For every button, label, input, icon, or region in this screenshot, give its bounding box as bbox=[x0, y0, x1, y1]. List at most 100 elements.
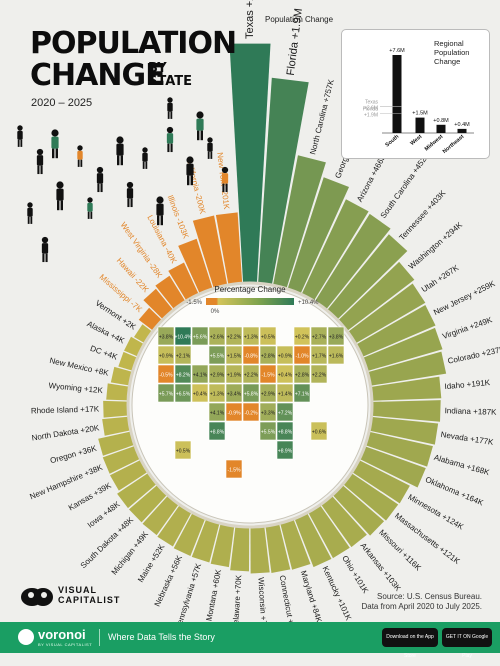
bar-new-york bbox=[215, 212, 243, 285]
bar-label-wisconsin: Wisconsin +78K bbox=[256, 577, 269, 636]
person-leg-l-15 bbox=[27, 216, 30, 224]
inset-bar-west bbox=[415, 117, 425, 133]
crowd-illustration bbox=[17, 97, 229, 263]
person-body-7 bbox=[166, 133, 174, 144]
map-value-sc: +8.8% bbox=[278, 430, 293, 436]
person-body-9 bbox=[207, 142, 213, 152]
person-head-8 bbox=[186, 156, 194, 164]
inset-title-1: Population bbox=[434, 48, 469, 57]
map-value-sd: +5.5% bbox=[210, 354, 225, 360]
person-leg-l-1 bbox=[37, 165, 40, 175]
person-body-14 bbox=[156, 203, 164, 216]
person-body-5 bbox=[116, 143, 124, 156]
source-note: Source: U.S. Census Bureau. Data from Ap… bbox=[361, 592, 482, 612]
bar-pennsylvania bbox=[191, 518, 220, 563]
map-tile-nj bbox=[293, 364, 311, 384]
person-body-8 bbox=[186, 163, 194, 176]
person-body-17 bbox=[196, 118, 204, 131]
person-leg-l-6 bbox=[142, 161, 145, 169]
person-body-1 bbox=[36, 155, 44, 166]
map-value-de: +7.1% bbox=[295, 392, 310, 398]
bar-montana bbox=[210, 523, 235, 568]
bar-north-carolina bbox=[273, 155, 326, 289]
bar-minnesota bbox=[351, 460, 410, 504]
person-leg-l-9 bbox=[207, 151, 210, 159]
map-value-mn: +2.2% bbox=[227, 335, 242, 341]
person-head-5 bbox=[116, 136, 124, 144]
map-value-hi: -1.5% bbox=[227, 468, 241, 474]
map-value-nc: +7.2% bbox=[278, 411, 293, 417]
map-value-ri: +1.6% bbox=[329, 354, 344, 360]
inset-ref-value-1: +2.6M bbox=[364, 105, 378, 111]
person-leg-l-7 bbox=[167, 143, 170, 153]
inset-cat-west: West bbox=[409, 134, 423, 147]
map-tile-dc bbox=[310, 421, 328, 441]
map-tile-ia bbox=[225, 345, 243, 365]
visual-capitalist-logo-icon bbox=[20, 583, 54, 614]
map-value-in: +2.8% bbox=[261, 354, 276, 360]
tagline: Where Data Tells the Story bbox=[108, 632, 215, 642]
bar-arkansas bbox=[320, 495, 367, 548]
map-value-ky: +2.2% bbox=[244, 373, 259, 379]
map-value-oh: +0.9% bbox=[278, 354, 293, 360]
person-leg-r-11 bbox=[60, 200, 63, 211]
map-tile-wv bbox=[259, 364, 277, 384]
bar-label-alabama: Alabama +168K bbox=[433, 453, 491, 478]
person-head-6 bbox=[142, 147, 148, 153]
person-body-10 bbox=[221, 173, 229, 184]
inset-ref-name-1: Texas bbox=[365, 99, 379, 105]
bar-label-north-dakota: North Dakota +20K bbox=[31, 423, 100, 442]
map-value-ms: -0.2% bbox=[244, 411, 258, 417]
bar-ohio bbox=[308, 504, 350, 559]
person-leg-r-18 bbox=[170, 111, 173, 119]
app-store-button[interactable]: Download on the App Store bbox=[382, 628, 438, 659]
map-tile-al bbox=[259, 402, 277, 422]
person-leg-l-11 bbox=[57, 200, 60, 211]
map-tile-id bbox=[174, 326, 192, 346]
bar-label-wyoming: Wyoming +12K bbox=[48, 381, 104, 395]
map-tile-me bbox=[327, 326, 345, 346]
bar-delaware bbox=[230, 526, 250, 572]
map-value-id: +10.4% bbox=[174, 335, 192, 341]
bar-oregon bbox=[98, 431, 135, 456]
bar-label-rhode-island: Rhode Island +17K bbox=[31, 404, 100, 415]
bar-colorado bbox=[367, 351, 447, 386]
bar-arizona bbox=[301, 199, 369, 301]
voronoi-wordmark: voronoi bbox=[38, 627, 86, 642]
bar-texas bbox=[229, 43, 271, 284]
map-value-ks: +1.3% bbox=[210, 392, 225, 398]
person-leg-r-10 bbox=[225, 183, 228, 193]
bar-indiana bbox=[371, 400, 441, 422]
map-tile-de bbox=[293, 383, 311, 403]
bar-west-virginia bbox=[155, 275, 186, 310]
map-value-ok: +4.1% bbox=[210, 411, 225, 417]
top-legend-label: Population Change bbox=[265, 15, 334, 24]
source-line1: Source: U.S. Census Bureau. bbox=[377, 592, 482, 601]
inset-bar-south bbox=[392, 55, 402, 133]
map-value-ct: +2.2% bbox=[312, 373, 327, 379]
map-value-ny: -1.0% bbox=[295, 354, 309, 360]
map-tile-oh bbox=[276, 345, 294, 365]
bar-nevada bbox=[369, 416, 439, 445]
person-leg-r-2 bbox=[55, 148, 58, 159]
legend-max-label: +10.4% bbox=[298, 300, 319, 306]
us-map-group: +3.8% +0.9% +10.4% +5.6% +2.1% +2.6% +5.5% +2.9… bbox=[157, 326, 345, 479]
visual-capitalist-wordmark: VISUAL CAPITALIST bbox=[58, 585, 120, 605]
map-tile-ar bbox=[225, 383, 243, 403]
bar-kentucky bbox=[294, 512, 332, 568]
source-line2: Data from April 2020 to July 2025. bbox=[361, 602, 482, 611]
map-tile-wi bbox=[242, 326, 260, 346]
person-body-2 bbox=[51, 136, 59, 149]
person-leg-l-12 bbox=[87, 211, 90, 219]
person-leg-r-8 bbox=[190, 175, 193, 186]
person-leg-r-13 bbox=[130, 198, 133, 208]
map-value-wv: -1.5% bbox=[261, 373, 275, 379]
map-value-va: +2.9% bbox=[261, 392, 276, 398]
google-play-button[interactable]: GET IT ON Google Play bbox=[442, 628, 492, 659]
inset-value-northeast: +0.4M bbox=[454, 122, 470, 128]
person-body-6 bbox=[142, 152, 148, 162]
map-tile-va bbox=[259, 383, 277, 403]
map-value-pa: +0.4% bbox=[278, 373, 293, 379]
